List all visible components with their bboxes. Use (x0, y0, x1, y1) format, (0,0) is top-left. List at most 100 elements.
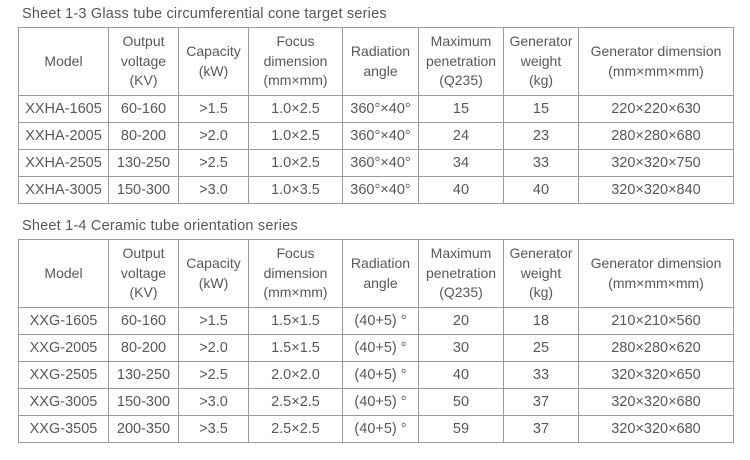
column-header-output-voltage: Output voltage (KV) (108, 27, 179, 96)
cell-focus-dimension: 1.5×1.5 (248, 307, 343, 335)
cell-maximum-penetration: 30 (418, 334, 504, 362)
cell-capacity: >3.0 (178, 388, 249, 416)
cell-model: XXG-2005 (18, 334, 109, 362)
cell-model: XXHA-3005 (18, 176, 109, 204)
table-row: XXHA-1605 60-160 >1.5 1.0×2.5 360°×40° 15 15 22… (18, 95, 734, 123)
column-header-generator-weight: Generator weight (kg) (503, 27, 579, 96)
cell-output-voltage: 150-300 (108, 388, 179, 416)
cell-focus-dimension: 2.5×2.5 (248, 415, 343, 443)
column-header-generator-weight: Generator weight (kg) (503, 239, 579, 308)
cell-capacity: >2.0 (178, 334, 249, 362)
cell-maximum-penetration: 40 (418, 361, 504, 389)
cell-radiation-angle: 360°×40° (342, 176, 419, 204)
header-row: Model Output voltage (KV) Capacity (kW) Foc… (18, 27, 734, 96)
cell-generator-weight: 18 (503, 307, 579, 335)
column-header-model: Model (18, 27, 109, 96)
column-header-generator-dimension: Generator dimension (mm×mm×mm) (578, 27, 734, 96)
cell-focus-dimension: 1.0×2.5 (248, 122, 343, 150)
cell-capacity: >2.5 (178, 361, 249, 389)
cell-model: XXHA-2505 (18, 149, 109, 177)
cell-output-voltage: 130-250 (108, 361, 179, 389)
cell-model: XXHA-1605 (18, 95, 109, 123)
cell-focus-dimension: 1.0×2.5 (248, 149, 343, 177)
column-header-capacity: Capacity (kW) (178, 239, 249, 308)
cell-generator-weight: 15 (503, 95, 579, 123)
table-row: XXG-1605 60-160 >1.5 1.5×1.5 (40+5) ° 20 18 210… (18, 307, 734, 335)
cell-radiation-angle: (40+5) ° (342, 334, 419, 362)
cell-model: XXG-3505 (18, 415, 109, 443)
table-row: XXG-2505 130-250 >2.5 2.0×2.0 (40+5) ° 40 33 32… (18, 361, 734, 389)
cell-generator-weight: 40 (503, 176, 579, 204)
column-header-radiation-angle: Radiation angle (342, 239, 419, 308)
cell-capacity: >1.5 (178, 307, 249, 335)
cell-capacity: >3.5 (178, 415, 249, 443)
column-header-output-voltage: Output voltage (KV) (108, 239, 179, 308)
column-header-focus-dimension: Focus dimension (mm×mm) (248, 27, 343, 96)
cell-output-voltage: 130-250 (108, 149, 179, 177)
cell-maximum-penetration: 15 (418, 95, 504, 123)
cell-maximum-penetration: 40 (418, 176, 504, 204)
cell-output-voltage: 150-300 (108, 176, 179, 204)
table-row: XXG-3505 200-350 >3.5 2.5×2.5 (40+5) ° 59 37 32… (18, 415, 734, 443)
cell-generator-dimension: 320×320×750 (578, 149, 734, 177)
cell-model: XXG-2505 (18, 361, 109, 389)
cell-radiation-angle: (40+5) ° (342, 307, 419, 335)
cell-radiation-angle: 360°×40° (342, 149, 419, 177)
sheet-1-4-section: Sheet 1-4 Ceramic tube orientation serie… (18, 218, 750, 443)
sheet-1-3-section: Sheet 1-3 Glass tube circumferential con… (18, 6, 750, 204)
cell-generator-weight: 23 (503, 122, 579, 150)
cell-radiation-angle: (40+5) ° (342, 415, 419, 443)
cell-generator-weight: 37 (503, 415, 579, 443)
cell-capacity: >2.5 (178, 149, 249, 177)
cell-generator-weight: 33 (503, 361, 579, 389)
column-header-model: Model (18, 239, 109, 308)
cell-capacity: >2.0 (178, 122, 249, 150)
cell-generator-dimension: 280×280×620 (578, 334, 734, 362)
sheet-1-3-title: Sheet 1-3 Glass tube circumferential con… (22, 6, 387, 22)
column-header-radiation-angle: Radiation angle (342, 27, 419, 96)
column-header-generator-dimension: Generator dimension (mm×mm×mm) (578, 239, 734, 308)
cell-radiation-angle: (40+5) ° (342, 361, 419, 389)
table-row: XXG-3005 150-300 >3.0 2.5×2.5 (40+5) ° 50 37 32… (18, 388, 734, 416)
sheet-1-4-table: Model Output voltage (KV) Capacity (kW) Foc… (18, 239, 734, 443)
cell-output-voltage: 200-350 (108, 415, 179, 443)
cell-maximum-penetration: 24 (418, 122, 504, 150)
cell-generator-dimension: 220×220×630 (578, 95, 734, 123)
table-row: XXHA-2505 130-250 >2.5 1.0×2.5 360°×40° 34 33 3… (18, 149, 734, 177)
cell-output-voltage: 80-200 (108, 334, 179, 362)
cell-model: XXG-1605 (18, 307, 109, 335)
spec-document: Sheet 1-3 Glass tube circumferential con… (18, 6, 750, 443)
cell-focus-dimension: 1.5×1.5 (248, 334, 343, 362)
column-header-focus-dimension: Focus dimension (mm×mm) (248, 239, 343, 308)
column-header-maximum-penetration: Maximum penetration (Q235) (418, 239, 504, 308)
cell-model: XXHA-2005 (18, 122, 109, 150)
cell-focus-dimension: 2.0×2.0 (248, 361, 343, 389)
cell-maximum-penetration: 34 (418, 149, 504, 177)
cell-generator-dimension: 320×320×680 (578, 388, 734, 416)
cell-output-voltage: 60-160 (108, 307, 179, 335)
column-header-capacity: Capacity (kW) (178, 27, 249, 96)
cell-maximum-penetration: 20 (418, 307, 504, 335)
cell-generator-dimension: 320×320×650 (578, 361, 734, 389)
cell-generator-dimension: 210×210×560 (578, 307, 734, 335)
column-header-maximum-penetration: Maximum penetration (Q235) (418, 27, 504, 96)
cell-focus-dimension: 2.5×2.5 (248, 388, 343, 416)
cell-radiation-angle: 360°×40° (342, 95, 419, 123)
cell-output-voltage: 80-200 (108, 122, 179, 150)
cell-capacity: >3.0 (178, 176, 249, 204)
cell-generator-dimension: 320×320×840 (578, 176, 734, 204)
cell-output-voltage: 60-160 (108, 95, 179, 123)
header-row: Model Output voltage (KV) Capacity (kW) Foc… (18, 239, 734, 308)
table-row: XXHA-3005 150-300 >3.0 1.0×3.5 360°×40° 40 40 3… (18, 176, 734, 204)
cell-radiation-angle: 360°×40° (342, 122, 419, 150)
cell-generator-weight: 37 (503, 388, 579, 416)
cell-generator-dimension: 280×280×680 (578, 122, 734, 150)
cell-generator-weight: 25 (503, 334, 579, 362)
cell-radiation-angle: (40+5) ° (342, 388, 419, 416)
cell-focus-dimension: 1.0×2.5 (248, 95, 343, 123)
sheet-1-3-table: Model Output voltage (KV) Capacity (kW) Foc… (18, 27, 734, 204)
cell-generator-dimension: 320×320×680 (578, 415, 734, 443)
cell-maximum-penetration: 50 (418, 388, 504, 416)
cell-generator-weight: 33 (503, 149, 579, 177)
